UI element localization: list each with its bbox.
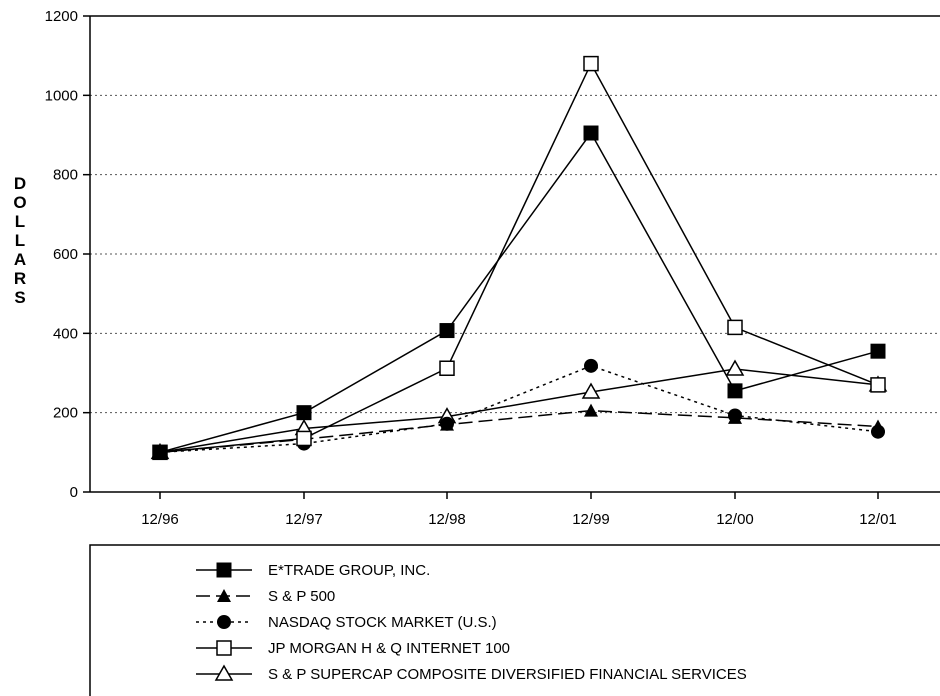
y-tick-label: 0 <box>70 484 78 501</box>
data-point <box>584 358 598 373</box>
legend: E*TRADE GROUP, INC. S & P 500 NASDAQ STOCK… <box>89 544 940 696</box>
legend-label: S & P 500 <box>268 588 335 605</box>
y-tick-label: 600 <box>53 246 78 263</box>
x-tick-label: 12/96 <box>141 511 179 528</box>
series-line <box>159 365 879 454</box>
data-point <box>152 444 168 460</box>
y-axis-label-letter: A <box>14 250 26 269</box>
legend-marker <box>217 589 231 602</box>
series-line <box>159 131 879 454</box>
data-point <box>727 319 743 336</box>
x-tick-label: 12/01 <box>859 511 897 528</box>
x-tick-label: 12/00 <box>716 511 754 528</box>
x-tick-label: 12/99 <box>572 511 610 528</box>
data-point <box>870 343 886 359</box>
series-line <box>159 61 879 454</box>
data-point <box>871 419 885 433</box>
data-point <box>439 360 455 376</box>
legend-marker <box>216 562 232 578</box>
legend-label: E*TRADE GROUP, INC. <box>268 562 430 579</box>
y-axis-label-letter: R <box>14 269 26 288</box>
data-point <box>581 382 601 399</box>
data-point <box>584 403 598 417</box>
y-axis-label-letter: S <box>14 288 25 307</box>
legend-marker <box>217 615 231 629</box>
data-point <box>583 125 599 141</box>
y-tick-label: 200 <box>53 405 78 422</box>
y-tick-label: 1200 <box>45 8 78 25</box>
axes <box>83 15 940 499</box>
series-lines <box>159 61 879 454</box>
y-axis-label-letter: O <box>13 193 26 212</box>
y-tick-label: 1000 <box>45 87 78 104</box>
x-tick-label: 12/97 <box>285 511 323 528</box>
tick-labels: 0 200 400 600 800 1000 1200 12/96 12/97 12/98 12/9… <box>45 8 897 528</box>
y-tick-label: 800 <box>53 167 78 184</box>
legend-label: NASDAQ STOCK MARKET (U.S.) <box>268 614 497 631</box>
data-point <box>439 323 455 339</box>
series-line <box>159 368 879 454</box>
data-point <box>870 377 886 393</box>
y-axis-label-letter: L <box>15 231 25 250</box>
data-point <box>583 55 599 72</box>
data-point <box>296 405 312 421</box>
data-point <box>728 410 742 424</box>
data-point <box>440 417 454 431</box>
legend-label: JP MORGAN H & Q INTERNET 100 <box>268 640 510 657</box>
y-axis-label-letter: L <box>15 212 25 231</box>
y-axis-label-letter: D <box>14 174 26 193</box>
legend-marker <box>216 640 232 656</box>
gridlines <box>90 94 940 414</box>
data-point <box>727 383 743 399</box>
data-point <box>725 359 745 376</box>
x-tick-label: 12/98 <box>428 511 466 528</box>
legend-label: S & P SUPERCAP COMPOSITE DIVERSIFIED FIN… <box>268 666 747 683</box>
y-tick-label: 400 <box>53 325 78 342</box>
legend-marker <box>214 664 234 681</box>
series-markers <box>150 55 888 461</box>
data-point <box>296 430 312 447</box>
